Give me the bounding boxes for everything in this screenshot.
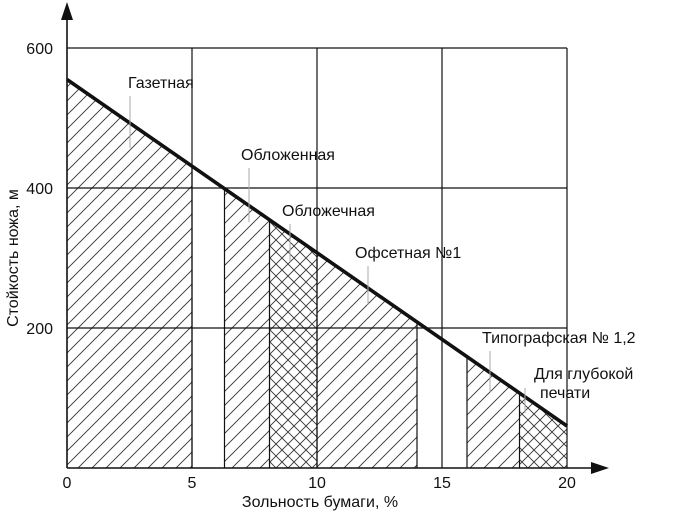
y-tick-label: 600 — [26, 41, 53, 58]
axes — [61, 2, 609, 474]
y-axis-label: Стойкость ножа, м — [5, 189, 22, 327]
plot-lines — [65, 78, 569, 428]
region-label: Типографская № 1,2 — [482, 330, 636, 347]
region-5 — [519, 393, 567, 468]
region-0 — [67, 79, 192, 468]
region-label: Для глубокой печати — [534, 366, 633, 402]
x-axis-label: Зольность бумаги, % — [242, 494, 398, 511]
x-tick-label: 10 — [308, 475, 326, 492]
region-label: Газетная — [128, 75, 194, 92]
grid — [67, 47, 568, 468]
x-axis-arrow — [591, 462, 609, 474]
x-tick-label: 5 — [188, 475, 197, 492]
labels: 0 5 10 15 20 200 400 600 Зольность бумаги, % Стой… — [5, 41, 636, 511]
region-label: Офсетная №1 — [355, 245, 461, 262]
hatched-regions — [67, 79, 567, 468]
region-2 — [269, 219, 317, 468]
series-line — [65, 78, 569, 428]
region-label: Обложенная — [241, 147, 335, 164]
x-tick-label: 15 — [433, 475, 451, 492]
y-axis-arrow — [61, 2, 73, 20]
x-tick-label: 0 — [63, 475, 72, 492]
y-tick-label: 400 — [26, 181, 53, 198]
x-tick-label: 20 — [558, 475, 576, 492]
region-label: Обложечная — [282, 203, 375, 220]
region-3 — [317, 252, 417, 468]
y-tick-label: 200 — [26, 321, 53, 338]
